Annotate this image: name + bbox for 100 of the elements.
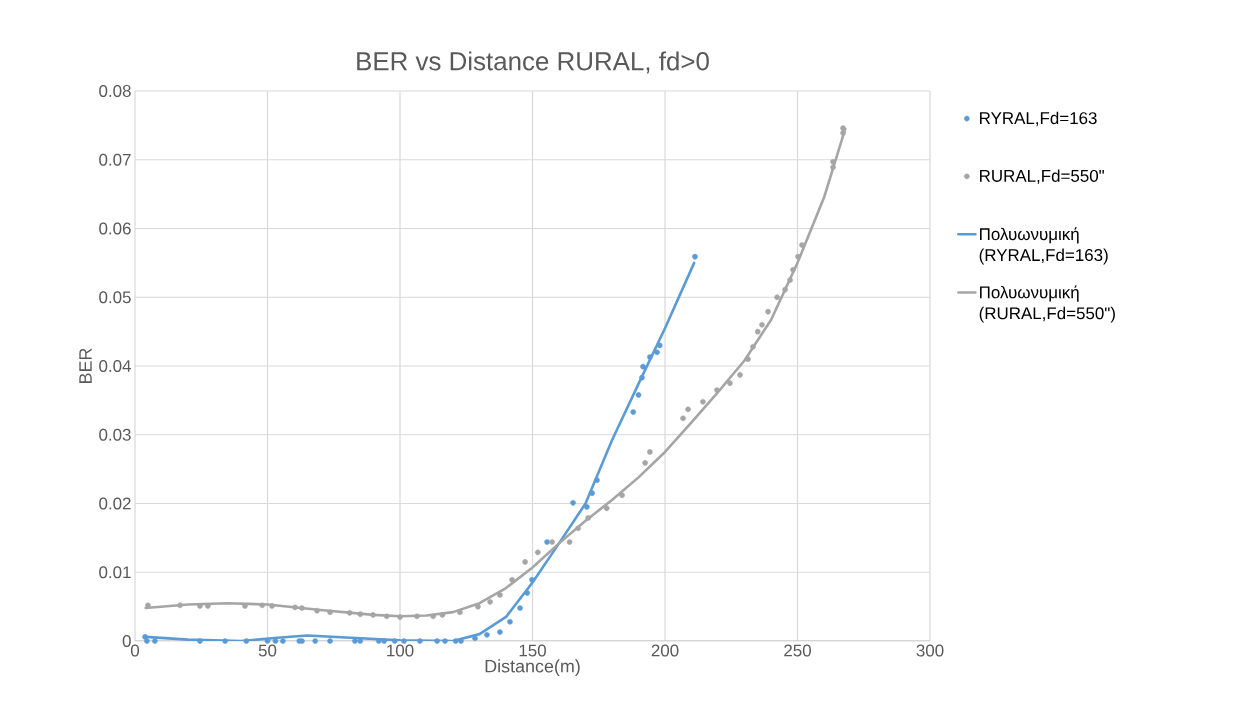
point <box>414 613 420 620</box>
x-tick-label: 50 <box>258 644 277 657</box>
point <box>737 372 743 378</box>
point <box>619 492 625 499</box>
x-tick-label: 250 <box>784 644 811 657</box>
x-axis-title: Distance(m) <box>485 659 580 677</box>
point <box>656 342 663 349</box>
point <box>357 611 364 617</box>
x-tick-label: 150 <box>519 644 546 657</box>
point <box>357 638 364 644</box>
y-tick-label: 0.05 <box>99 291 131 304</box>
point <box>700 398 706 405</box>
y-tick-label: 0.04 <box>99 360 131 372</box>
point <box>269 603 275 609</box>
point <box>507 618 513 625</box>
point <box>654 349 660 356</box>
point <box>517 605 523 611</box>
point <box>575 525 581 532</box>
point <box>680 415 686 422</box>
point <box>754 328 761 335</box>
point <box>442 638 448 644</box>
point <box>264 638 271 644</box>
legend-label: RYRAL,Fd=163 <box>980 111 1097 127</box>
point <box>391 638 398 644</box>
point <box>589 490 595 496</box>
point <box>487 599 493 605</box>
y-tick-label: 0.07 <box>99 153 131 166</box>
point <box>765 308 771 315</box>
x-tick-label: 0 <box>130 644 140 657</box>
point <box>584 504 590 510</box>
point <box>570 500 576 506</box>
point <box>177 602 183 609</box>
point <box>259 602 265 609</box>
point <box>352 638 358 644</box>
point <box>314 607 320 614</box>
point <box>566 539 573 545</box>
point <box>327 609 333 615</box>
point <box>830 164 836 171</box>
point <box>299 605 305 611</box>
point <box>346 610 353 616</box>
y-axis-title: BER <box>79 348 92 383</box>
point <box>381 638 387 644</box>
point <box>370 612 376 618</box>
point <box>484 632 490 638</box>
point <box>327 638 333 644</box>
point <box>647 449 653 455</box>
point <box>401 638 407 644</box>
y-tick-label: 0.03 <box>99 428 131 441</box>
point <box>497 592 503 598</box>
point <box>549 539 555 545</box>
point <box>685 406 691 413</box>
legend-label: Πολυωνυμική (RYRAL,Fd=163) <box>979 227 1108 265</box>
point <box>292 604 298 611</box>
y-tick-label: 0.06 <box>99 222 131 235</box>
point <box>458 638 464 644</box>
point <box>243 638 250 644</box>
point <box>642 460 648 466</box>
point <box>397 614 403 620</box>
point <box>524 590 530 596</box>
point <box>692 253 698 260</box>
point <box>497 629 503 635</box>
y-tick-label: 0 <box>122 635 131 647</box>
y-tick-label: 0.08 <box>99 85 131 98</box>
x-tick-label: 200 <box>651 644 679 657</box>
point <box>430 613 436 620</box>
point <box>417 638 423 644</box>
point <box>509 577 515 583</box>
y-tick-label: 0.02 <box>99 497 131 510</box>
point <box>647 354 653 360</box>
legend-label: RURAL,Fd=550" <box>980 169 1104 184</box>
point <box>714 387 720 393</box>
point <box>759 321 765 328</box>
point <box>635 392 642 398</box>
point <box>522 559 528 565</box>
legend-label: Πολυωνυμική (RURAL,Fd=550") <box>979 285 1115 323</box>
point <box>830 159 836 165</box>
point <box>630 409 636 415</box>
x-tick-label: 300 <box>916 644 944 657</box>
point <box>840 130 846 136</box>
point <box>640 363 646 370</box>
chart-title: BER vs Distance RURAL, fd>0 <box>357 51 709 74</box>
x-tick-label: 100 <box>387 644 414 657</box>
point <box>383 613 390 620</box>
point <box>727 380 733 386</box>
point <box>603 505 610 512</box>
point <box>594 477 600 483</box>
y-tick-label: 0.01 <box>99 566 131 579</box>
point <box>144 638 150 644</box>
point <box>787 277 793 283</box>
point <box>222 638 228 644</box>
point <box>535 549 541 556</box>
point <box>272 638 279 644</box>
point <box>639 374 645 381</box>
point <box>840 125 846 131</box>
point <box>280 638 286 644</box>
point <box>795 253 801 260</box>
point <box>452 638 459 644</box>
point <box>529 577 535 583</box>
point <box>475 603 481 610</box>
point <box>774 294 780 301</box>
